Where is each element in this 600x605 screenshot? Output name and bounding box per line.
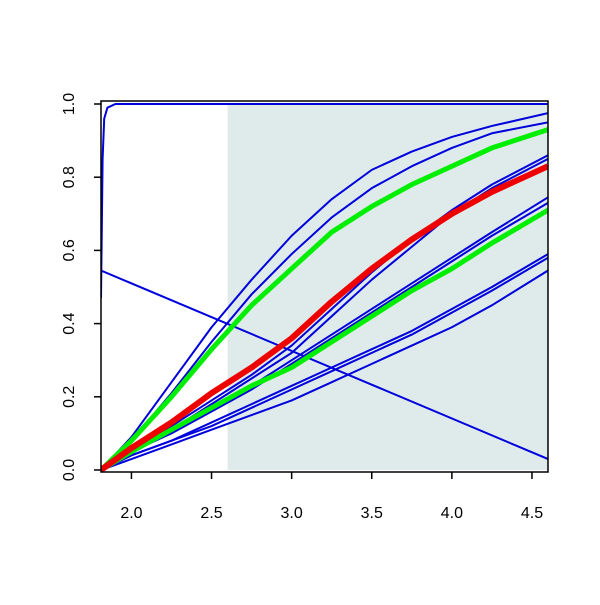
series-line [101, 269, 548, 460]
series-line [101, 103, 548, 298]
plot-border [100, 100, 549, 473]
series-line [101, 207, 548, 472]
x-tick-label: 2.0 [120, 505, 142, 522]
y-tick-label: 1.0 [61, 93, 78, 115]
x-tick-label: 3.0 [281, 505, 303, 522]
highlight-region [227, 104, 548, 470]
y-tick-label: 0.0 [61, 459, 78, 481]
y-tick-label: 0.2 [61, 386, 78, 408]
series-line [101, 163, 548, 472]
x-tick-label: 4.5 [521, 505, 543, 522]
series-line [101, 112, 548, 471]
series-line [101, 201, 548, 471]
series-line [101, 154, 548, 471]
x-tick-label: 3.5 [361, 505, 383, 522]
x-tick-label: 2.5 [200, 505, 222, 522]
y-tick-label: 0.8 [61, 166, 78, 188]
x-tick-label: 4.0 [441, 505, 463, 522]
y-tick-label: 0.6 [61, 239, 78, 261]
series-line [101, 256, 548, 471]
series-line [101, 127, 548, 472]
series-line [101, 269, 548, 471]
y-tick-label: 0.4 [61, 312, 78, 334]
